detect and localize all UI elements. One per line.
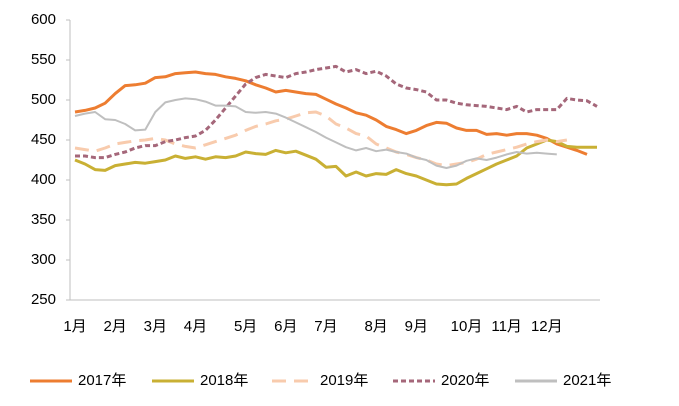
x-tick-label: 12月 — [531, 318, 563, 335]
line-series — [74, 110, 568, 168]
legend-label: 2019年 — [320, 372, 368, 389]
line-series — [74, 138, 597, 187]
x-tick-label: 6月 — [274, 318, 297, 335]
y-tick-label: 400 — [31, 171, 56, 188]
y-tick-label: 450 — [31, 131, 56, 148]
line-series — [75, 64, 598, 160]
x-tick-label: 4月 — [184, 318, 207, 335]
y-tick-label: 600 — [31, 11, 56, 28]
x-tick-label: 11月 — [491, 318, 522, 335]
legend-label: 2020年 — [441, 372, 489, 389]
legend-label: 2017年 — [78, 372, 126, 389]
x-tick-label: 8月 — [364, 318, 387, 335]
x-tick-label: 5月 — [234, 318, 257, 335]
x-tick-label: 9月 — [405, 318, 428, 335]
x-tick-label: 1月 — [63, 318, 86, 335]
x-tick-label: 7月 — [314, 318, 337, 335]
x-tick-label: 10月 — [451, 318, 483, 335]
line-series — [74, 70, 588, 156]
y-tick-label: 500 — [31, 91, 56, 108]
line-series — [74, 97, 557, 169]
y-tick-label: 350 — [31, 211, 56, 228]
x-tick-label: 2月 — [103, 318, 126, 335]
y-tick-label: 300 — [31, 251, 56, 268]
legend-label: 2018年 — [200, 372, 248, 389]
y-tick-label: 550 — [31, 51, 56, 68]
x-tick-label: 3月 — [144, 318, 167, 335]
y-tick-label: 250 — [31, 291, 56, 308]
legend-label: 2021年 — [563, 372, 611, 389]
